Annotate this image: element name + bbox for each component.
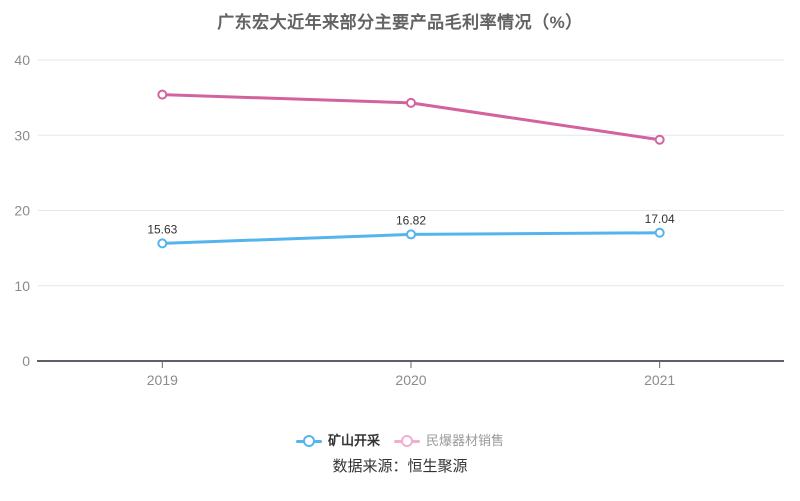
data-point-label: 15.63 (147, 222, 177, 236)
x-axis-tick-label: 2019 (147, 372, 178, 388)
y-axis-tick-label: 0 (22, 353, 30, 369)
legend: 矿山开采 民爆器材销售 (0, 430, 800, 452)
data-point[interactable] (406, 97, 416, 108)
x-axis-tick-label: 2020 (395, 372, 426, 388)
data-point[interactable] (406, 229, 416, 240)
y-axis-tick-label: 30 (14, 127, 30, 143)
y-axis-tick-label: 10 (14, 278, 30, 294)
legend-line-marker-icon (394, 434, 420, 448)
line-chart-plot: 0 10 20 30 40 2019 2020 2021 15.63 16.82 17.04 (14, 52, 784, 388)
data-point-label: 16.82 (396, 213, 426, 227)
data-point[interactable] (654, 227, 665, 238)
legend-item-explosives[interactable]: 民爆器材销售 (394, 434, 504, 448)
legend-line-marker-icon (295, 434, 322, 448)
legend-label-explosives: 民爆器材销售 (426, 433, 505, 448)
x-axis-tick-label: 2021 (644, 372, 675, 388)
chart-title: 广东宏大近年来部分主要产品毛利率情况（%） (217, 13, 583, 32)
data-source-note: 数据来源：恒生聚源 (332, 458, 468, 475)
legend-marker-ring-icon (401, 435, 413, 447)
y-axis-tick-label: 20 (14, 203, 30, 219)
y-axis-tick-label: 40 (14, 52, 30, 68)
data-point-label: 17.04 (645, 212, 675, 226)
data-point[interactable] (654, 134, 665, 145)
legend-marker-ring-icon (302, 435, 315, 447)
data-point[interactable] (157, 89, 168, 100)
legend-label-mining: 矿山开采 (327, 433, 380, 448)
data-point[interactable] (157, 238, 168, 249)
legend-item-mining[interactable]: 矿山开采 (295, 433, 380, 448)
